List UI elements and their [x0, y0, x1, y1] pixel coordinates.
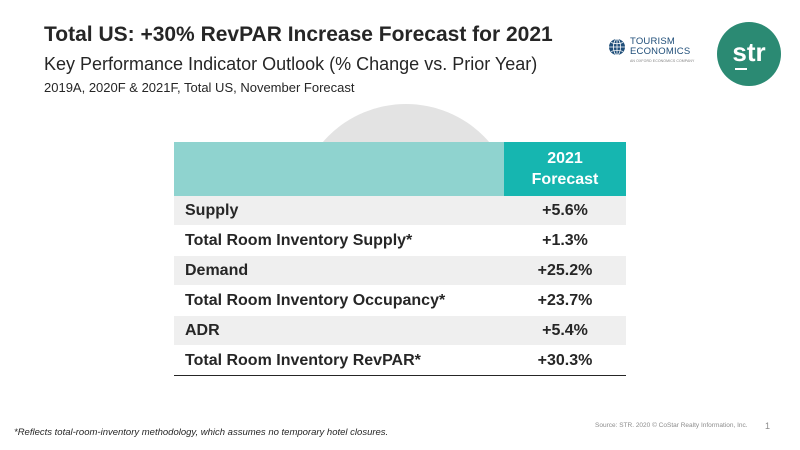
row-label: Demand	[174, 255, 504, 286]
slide-subtitle: Key Performance Indicator Outlook (% Cha…	[44, 54, 538, 74]
row-value: +23.7%	[504, 285, 626, 316]
str-logo-text: str	[732, 37, 766, 67]
row-value: +30.3%	[504, 345, 626, 376]
row-value: +5.4%	[504, 315, 626, 346]
header-label-cell	[174, 142, 504, 196]
table-header-row: 2021 Forecast	[174, 142, 626, 196]
str-logo: str	[717, 22, 781, 86]
row-label: Total Room Inventory Supply*	[174, 225, 504, 256]
str-logo-underline	[735, 68, 747, 70]
tourism-economics-wordmark: TOURISM ECONOMICS	[630, 37, 690, 57]
table-row: ADR +5.4%	[174, 315, 626, 346]
table-row: Total Room Inventory RevPAR* +30.3%	[174, 345, 626, 376]
page-number: 1	[765, 421, 771, 431]
row-label: Supply	[174, 196, 504, 226]
header-col-year: 2021	[547, 150, 583, 167]
slide-title: Total US: +30% RevPAR Increase Forecast …	[44, 23, 553, 46]
source-note: Source: STR. 2020 © CoStar Realty Inform…	[595, 422, 748, 429]
globe-icon	[609, 38, 625, 56]
footnote: *Reflects total-room-inventory methodolo…	[14, 427, 389, 438]
row-label: Total Room Inventory Occupancy*	[174, 285, 504, 316]
row-value: +5.6%	[504, 196, 626, 226]
tourism-economics-logo: TOURISM ECONOMICS AN OXFORD ECONOMICS CO…	[608, 36, 713, 68]
tourism-economics-line2: ECONOMICS	[630, 46, 691, 57]
tourism-economics-tagline: AN OXFORD ECONOMICS COMPANY	[630, 59, 695, 63]
table-row: Supply +5.6%	[174, 196, 626, 226]
tourism-economics-line1: TOURISM	[630, 36, 676, 47]
row-value: +25.2%	[504, 255, 626, 286]
slide-meta: 2019A, 2020F & 2021F, Total US, November…	[44, 80, 355, 95]
kpi-table: 2021 Forecast Supply +5.6% Total Room In…	[174, 142, 626, 376]
header-col-label: Forecast	[531, 171, 599, 188]
table-row: Demand +25.2%	[174, 255, 626, 286]
table-row: Total Room Inventory Supply* +1.3%	[174, 225, 626, 256]
table-row: Total Room Inventory Occupancy* +23.7%	[174, 285, 626, 316]
row-label: Total Room Inventory RevPAR*	[174, 345, 504, 376]
row-value: +1.3%	[504, 225, 626, 256]
header-forecast-cell: 2021 Forecast	[504, 142, 626, 196]
row-label: ADR	[174, 315, 504, 346]
